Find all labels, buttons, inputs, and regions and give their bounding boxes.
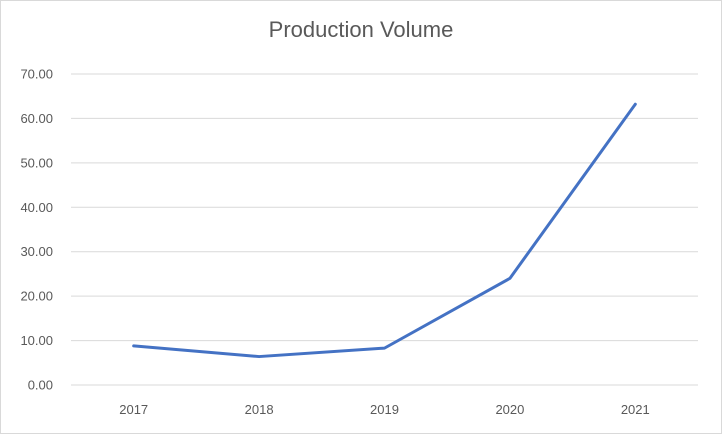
series-lines <box>132 102 637 359</box>
y-tick-label: 40.00 <box>20 200 53 215</box>
y-tick-label: 50.00 <box>20 155 53 170</box>
x-tick-label: 2018 <box>245 402 274 417</box>
x-axis-tick-labels: 2017 2018 2019 2020 2021 <box>119 402 650 417</box>
x-tick-label: 2017 <box>119 402 148 417</box>
chart-title: Production Volume <box>268 17 454 42</box>
y-axis-tick-labels: 0.00 10.00 20.00 30.00 40.00 50.00 60.00 70.00 <box>20 67 53 393</box>
y-tick-label: 0.00 <box>28 378 53 393</box>
gridlines <box>71 73 698 386</box>
x-tick-label: 2020 <box>495 402 524 417</box>
y-tick-label: 30.00 <box>20 244 53 259</box>
x-tick-label: 2021 <box>621 402 650 417</box>
y-tick-label: 20.00 <box>20 289 53 304</box>
series-line-0 <box>132 102 637 359</box>
y-tick-label: 60.00 <box>20 111 53 126</box>
x-tick-label: 2019 <box>370 402 399 417</box>
y-tick-label: 10.00 <box>20 333 53 348</box>
y-tick-label: 70.00 <box>20 67 53 82</box>
